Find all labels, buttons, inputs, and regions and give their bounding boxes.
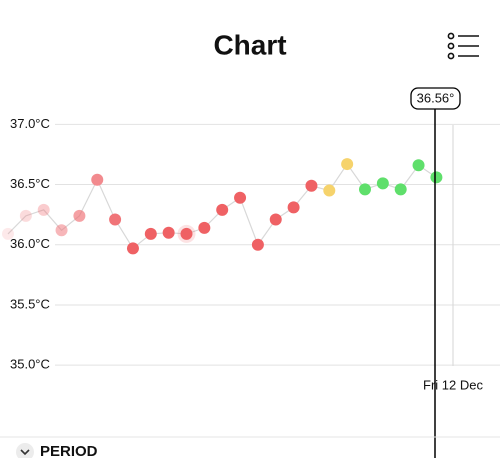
y-tick-label: 36.0°C <box>10 236 50 251</box>
date-label: Fri 12 Dec <box>423 377 483 392</box>
period-toggle[interactable]: PERIOD <box>16 443 98 458</box>
data-point <box>198 221 211 234</box>
data-point <box>55 224 68 237</box>
chevron-bg <box>16 443 34 458</box>
period-label: PERIOD <box>40 443 98 458</box>
data-point <box>394 183 407 196</box>
y-tick-label: 37.0°C <box>10 116 50 131</box>
data-point <box>216 203 229 216</box>
y-tick-label: 36.5°C <box>10 176 50 191</box>
data-point <box>234 191 247 204</box>
data-point <box>323 184 336 197</box>
chevron <box>20 449 30 456</box>
data-point <box>109 213 122 226</box>
data-point <box>251 238 264 251</box>
data-point <box>269 213 282 226</box>
cursor-label: 36.56° <box>417 90 455 105</box>
data-point <box>162 226 175 239</box>
cursor-box <box>410 87 461 110</box>
data-point <box>91 173 104 186</box>
data-point <box>412 159 425 172</box>
y-tick-label: 35.5°C <box>10 296 50 311</box>
page-title: Chart <box>213 29 286 60</box>
data-point <box>305 179 318 192</box>
data-point <box>430 171 443 184</box>
data-point <box>376 177 389 190</box>
data-point <box>37 203 50 216</box>
menu-button[interactable] <box>447 32 479 60</box>
plot: 37.0°C 36.5°C 36.0°C 35.5°C 35.0°C Fri 12 Dec… <box>2 87 500 458</box>
data-point <box>126 242 139 255</box>
data-point <box>19 209 32 222</box>
data-point <box>144 227 157 240</box>
data-point <box>73 209 86 222</box>
data-point <box>287 201 300 214</box>
y-tick-label: 35.0°C <box>10 357 50 372</box>
data-point <box>2 227 14 240</box>
data-point <box>341 158 354 171</box>
data-point <box>180 227 193 240</box>
data-point <box>359 183 371 196</box>
